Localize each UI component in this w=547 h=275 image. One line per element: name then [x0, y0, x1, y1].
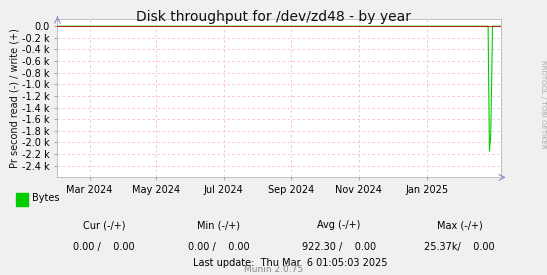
Text: Last update:  Thu Mar  6 01:05:03 2025: Last update: Thu Mar 6 01:05:03 2025: [193, 258, 387, 268]
Text: Max (-/+): Max (-/+): [437, 220, 482, 230]
Text: Bytes: Bytes: [32, 193, 59, 203]
Text: Min (-/+): Min (-/+): [197, 220, 240, 230]
Text: Disk throughput for /dev/zd48 - by year: Disk throughput for /dev/zd48 - by year: [136, 10, 411, 24]
Y-axis label: Pr second read (-) / write (+): Pr second read (-) / write (+): [9, 28, 19, 168]
Text: RRDTOOL / TOBI OETIKER: RRDTOOL / TOBI OETIKER: [540, 60, 546, 149]
Text: Cur (-/+): Cur (-/+): [83, 220, 125, 230]
Text: Avg (-/+): Avg (-/+): [317, 220, 361, 230]
Text: 922.30 /    0.00: 922.30 / 0.00: [302, 242, 376, 252]
Text: 25.37k/    0.00: 25.37k/ 0.00: [424, 242, 495, 252]
Text: 0.00 /    0.00: 0.00 / 0.00: [188, 242, 249, 252]
Text: Munin 2.0.75: Munin 2.0.75: [244, 265, 303, 274]
Text: 0.00 /    0.00: 0.00 / 0.00: [73, 242, 135, 252]
